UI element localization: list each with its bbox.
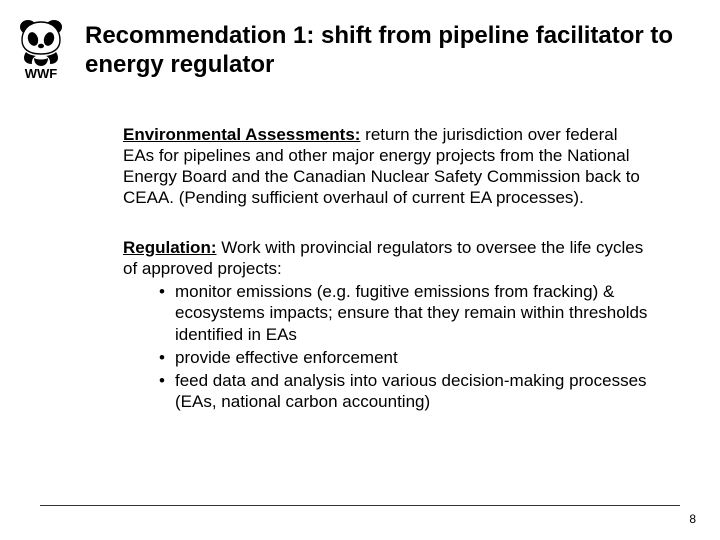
panda-icon: WWF (14, 18, 68, 80)
slide-body: Environmental Assessments: return the ju… (85, 124, 680, 413)
page-number: 8 (689, 512, 696, 526)
section-lead: Environmental Assessments: (123, 125, 360, 144)
section-lead: Regulation: (123, 238, 217, 257)
slide: WWF Recommendation 1: shift from pipelin… (0, 0, 720, 540)
list-item: provide effective enforcement (159, 347, 650, 368)
footer-rule (40, 505, 680, 506)
section-regulation: Regulation: Work with provincial regulat… (123, 237, 650, 413)
wwf-logo: WWF (14, 18, 68, 80)
list-item: monitor emissions (e.g. fugitive emissio… (159, 281, 650, 345)
wwf-text: WWF (25, 66, 58, 80)
slide-title: Recommendation 1: shift from pipeline fa… (85, 22, 680, 80)
section-environmental-assessments: Environmental Assessments: return the ju… (123, 124, 650, 209)
list-item: feed data and analysis into various deci… (159, 370, 650, 413)
bullet-list: monitor emissions (e.g. fugitive emissio… (123, 281, 650, 413)
